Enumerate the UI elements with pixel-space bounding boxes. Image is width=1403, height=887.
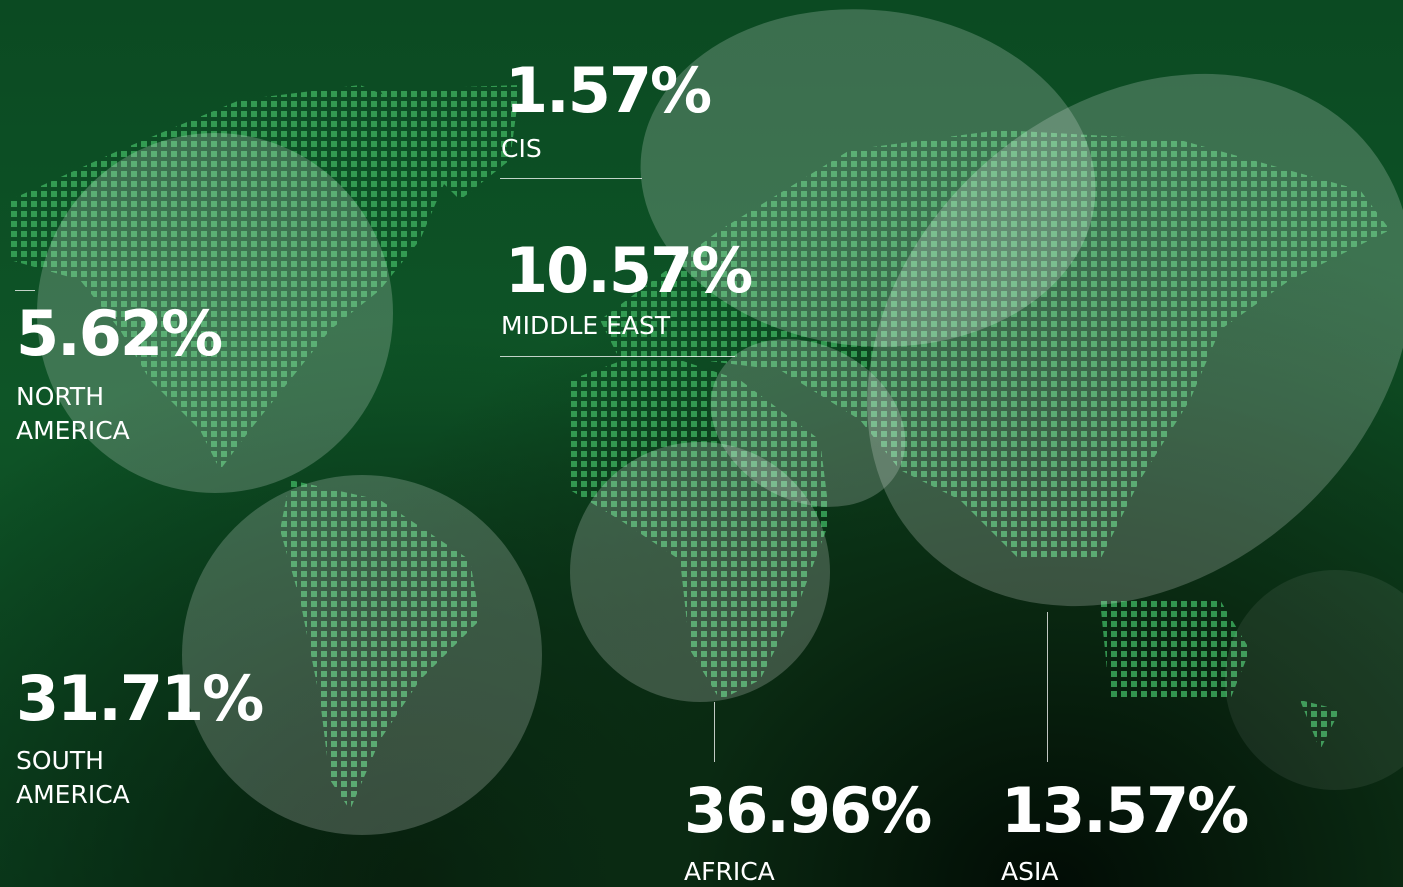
leader-line [714, 702, 715, 762]
region-name: MIDDLE EAST [501, 311, 671, 340]
region-name: ASIA [1001, 857, 1059, 886]
region-bubbles [37, 9, 1403, 835]
bubble [570, 442, 830, 702]
region-name: NORTH AMERICA [16, 382, 130, 445]
share-value: 1.57% [505, 54, 712, 127]
bubble [37, 133, 393, 493]
share-value: 36.96% [684, 774, 932, 847]
share-value: 31.71% [16, 662, 264, 735]
leader-line [500, 178, 642, 179]
share-value: 10.57% [505, 234, 753, 307]
leader-line [1047, 612, 1048, 762]
bubble [867, 73, 1403, 607]
bubble [182, 475, 542, 835]
region-name: CIS [501, 134, 542, 163]
leader-line [500, 356, 735, 357]
share-value: 13.57% [1001, 774, 1249, 847]
bubble [710, 339, 906, 507]
bubble [640, 9, 1096, 347]
bubble [1225, 570, 1403, 790]
leader-line [15, 290, 35, 291]
region-name: SOUTH AMERICA [16, 746, 130, 809]
region-name: AFRICA [684, 857, 775, 886]
share-value: 5.62% [16, 297, 223, 370]
